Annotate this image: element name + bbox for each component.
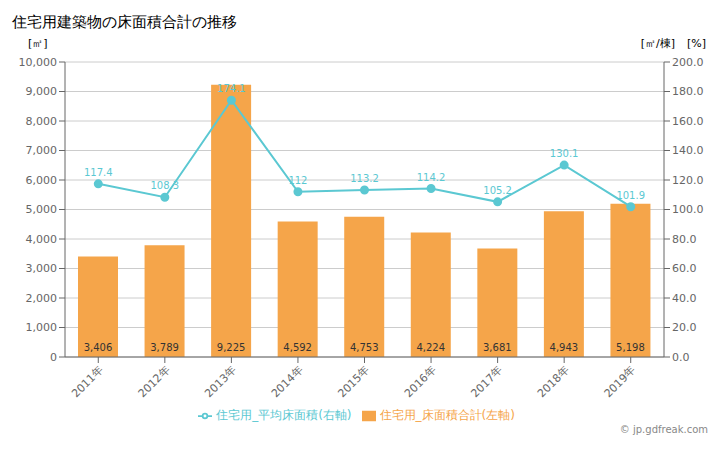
svg-text:3,406: 3,406 <box>84 342 113 353</box>
svg-text:3,789: 3,789 <box>150 342 179 353</box>
svg-text:113.2: 113.2 <box>350 173 379 184</box>
svg-text:2011年: 2011年 <box>69 363 106 400</box>
svg-text:2017年: 2017年 <box>468 363 505 400</box>
html-text:[㎡/棟]: [㎡/棟] <box>640 37 675 50</box>
svg-text:108.3: 108.3 <box>151 180 180 191</box>
svg-text:2,000: 2,000 <box>26 292 58 305</box>
svg-text:120.0: 120.0 <box>672 174 704 187</box>
svg-text:2013年: 2013年 <box>202 363 239 400</box>
svg-text:2015年: 2015年 <box>335 363 372 400</box>
svg-text:1,000: 1,000 <box>26 321 58 334</box>
svg-text:5,198: 5,198 <box>616 342 645 353</box>
svg-text:10,000: 10,000 <box>19 56 58 69</box>
svg-text:5,000: 5,000 <box>26 203 58 216</box>
svg-text:7,000: 7,000 <box>26 144 58 157</box>
svg-text:180.0: 180.0 <box>672 85 704 98</box>
svg-text:4,592: 4,592 <box>283 342 312 353</box>
svg-text:117.4: 117.4 <box>84 167 113 178</box>
svg-text:4,224: 4,224 <box>416 342 445 353</box>
svg-text:174.1: 174.1 <box>217 83 246 94</box>
html-text:住宅用建築物の床面積合計の推移: 住宅用建築物の床面積合計の推移 <box>12 13 237 31</box>
svg-text:101.9: 101.9 <box>616 190 645 201</box>
svg-text:4,753: 4,753 <box>350 342 379 353</box>
svg-text:2014年: 2014年 <box>269 363 306 400</box>
svg-text:60.0: 60.0 <box>672 262 697 275</box>
svg-text:140.0: 140.0 <box>672 144 704 157</box>
svg-text:9,000: 9,000 <box>26 85 58 98</box>
svg-text:40.0: 40.0 <box>672 292 697 305</box>
svg-text:160.0: 160.0 <box>672 115 704 128</box>
svg-text:100.0: 100.0 <box>672 203 704 216</box>
svg-text:2018年: 2018年 <box>535 363 572 400</box>
svg-text:130.1: 130.1 <box>550 148 579 159</box>
svg-text:9,225: 9,225 <box>217 342 246 353</box>
svg-text:0: 0 <box>50 351 57 364</box>
svg-text:105.2: 105.2 <box>483 185 512 196</box>
html-text:© jp.gdfreak.com: © jp.gdfreak.com <box>619 424 708 435</box>
svg-text:3,000: 3,000 <box>26 262 58 275</box>
svg-text:200.0: 200.0 <box>672 56 704 69</box>
html-text:住宅用_平均床面積(右軸): 住宅用_平均床面積(右軸) <box>216 408 352 422</box>
svg-text:20.0: 20.0 <box>672 321 697 334</box>
svg-text:112: 112 <box>288 175 307 186</box>
svg-text:3,681: 3,681 <box>483 342 512 353</box>
svg-text:4,943: 4,943 <box>550 342 579 353</box>
svg-text:2016年: 2016年 <box>402 363 439 400</box>
svg-text:6,000: 6,000 <box>26 174 58 187</box>
svg-text:4,000: 4,000 <box>26 233 58 246</box>
svg-text:114.2: 114.2 <box>417 172 446 183</box>
svg-text:8,000: 8,000 <box>26 115 58 128</box>
svg-text:80.0: 80.0 <box>672 233 697 246</box>
svg-text:2012年: 2012年 <box>136 363 173 400</box>
html-text:住宅用_床面積合計(左軸): 住宅用_床面積合計(左軸) <box>379 408 515 422</box>
svg-text:2019年: 2019年 <box>602 363 639 400</box>
svg-text:0.0: 0.0 <box>672 351 690 364</box>
